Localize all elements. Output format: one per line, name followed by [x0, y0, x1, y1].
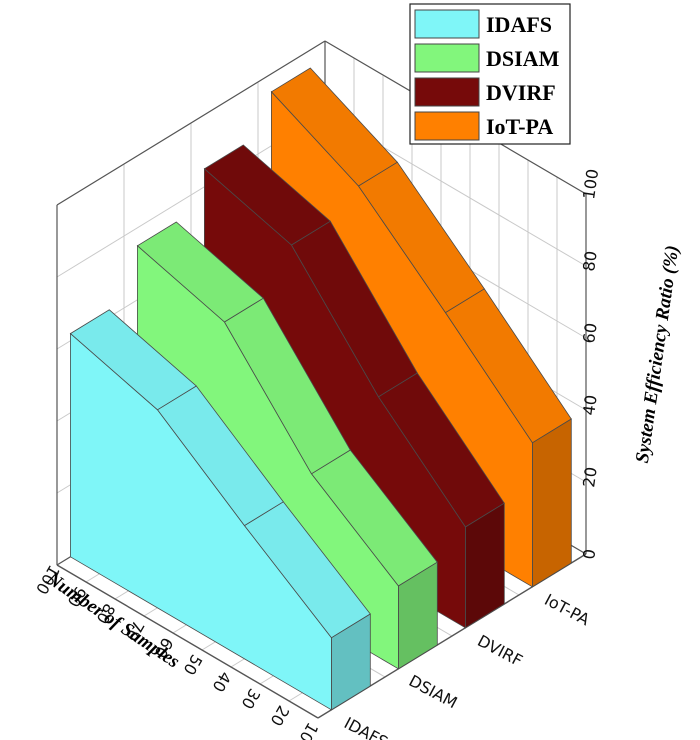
legend-swatch	[414, 43, 480, 73]
x-tick-label: 20	[266, 702, 293, 729]
legend-label: IoT-PA	[486, 114, 553, 139]
slab-end	[532, 418, 572, 588]
grid-line	[56, 564, 319, 719]
z-tick-label: 20	[579, 466, 601, 489]
category-tick-label: DSIAM	[406, 671, 461, 712]
x-tick-label: 40	[208, 668, 235, 695]
z-tick-label: 60	[579, 322, 601, 345]
legend-label: DSIAM	[486, 46, 560, 71]
x-tick-label: 50	[179, 651, 206, 678]
legend-label: DVIRF	[486, 80, 556, 105]
grid-line	[56, 40, 326, 206]
z-tick-label: 0	[579, 548, 599, 561]
series-dsiam	[136, 221, 438, 670]
z-tick-label: 100	[579, 168, 602, 201]
legend-label: IDAFS	[486, 12, 552, 37]
category-tick-label: IoT-PA	[541, 590, 592, 629]
chart-series	[69, 67, 572, 711]
category-tick-label: DVIRF	[474, 631, 525, 670]
category-tick-label: IDAFS	[341, 713, 391, 740]
z-tick-label: 40	[579, 394, 601, 417]
legend: IDAFS DSIAM DVIRF IoT-PA	[409, 3, 571, 145]
x-tick-label: 10	[295, 719, 322, 740]
z-axis-title: System Efficiency Ratio (%)	[632, 244, 683, 464]
x-tick-label: 30	[237, 685, 264, 712]
series-idafs	[69, 309, 371, 711]
legend-swatch	[414, 9, 480, 39]
legend-swatch	[414, 77, 480, 107]
z-tick-label: 80	[579, 250, 601, 273]
slab-front	[70, 332, 332, 711]
legend-swatch	[414, 111, 480, 141]
